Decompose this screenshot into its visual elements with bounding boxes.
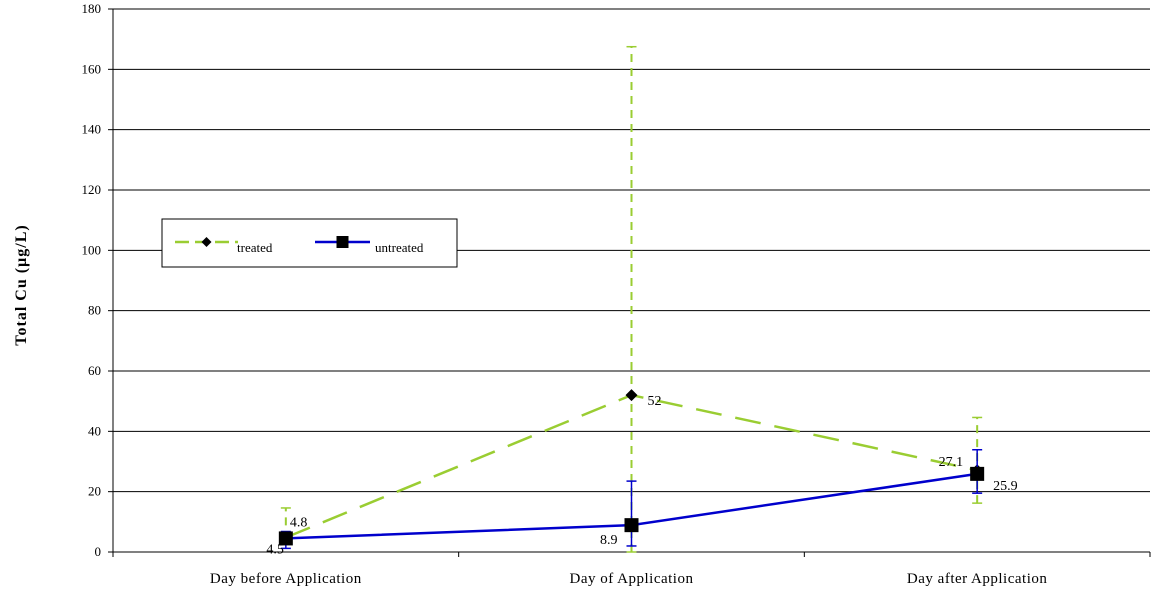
data-point: [624, 518, 639, 533]
legend-label-treated: treated: [237, 240, 273, 255]
legend-label-untreated: untreated: [375, 240, 424, 255]
series-treated: [279, 45, 984, 553]
x-tick-label: Day before Application: [210, 571, 362, 587]
legend-box: [161, 218, 458, 268]
data-label: 4.8: [290, 516, 308, 531]
y-tick-label: 160: [82, 61, 102, 76]
x-tick-label: Day of Application: [570, 571, 694, 587]
y-axis-title: Total Cu (µg/L): [13, 224, 30, 345]
data-label: 4.5: [266, 542, 284, 557]
y-tick-label: 100: [82, 242, 102, 257]
data-label: 25.9: [993, 479, 1018, 494]
y-tick-label: 140: [82, 122, 102, 137]
legend-marker: [336, 236, 349, 248]
y-tick-label: 80: [88, 303, 101, 318]
series-layer: [278, 45, 985, 553]
x-tick-label: Day after Application: [907, 571, 1047, 587]
y-tick-label: 120: [82, 182, 102, 197]
data-label: 52: [648, 394, 662, 409]
data-label: 27.1: [939, 455, 964, 470]
axis-layer: 0 20 40 60 80 100 120 140 160 180 Day before Appli…: [82, 1, 1151, 587]
legend: treated untreated: [161, 218, 458, 268]
data-point: [625, 389, 638, 402]
y-tick-label: 20: [88, 484, 101, 499]
y-tick-label: 0: [95, 544, 102, 559]
y-tick-label: 60: [88, 363, 101, 378]
y-tick-label: 180: [82, 1, 102, 16]
label-layer: 4.8 52 27.1 4.5 8.9 25.9: [266, 394, 1017, 557]
data-point: [278, 531, 293, 546]
series-untreated: [278, 448, 985, 550]
legend-marker: [201, 237, 212, 247]
data-point: [970, 466, 985, 481]
data-label: 8.9: [600, 533, 618, 548]
y-tick-label: 40: [88, 423, 101, 438]
